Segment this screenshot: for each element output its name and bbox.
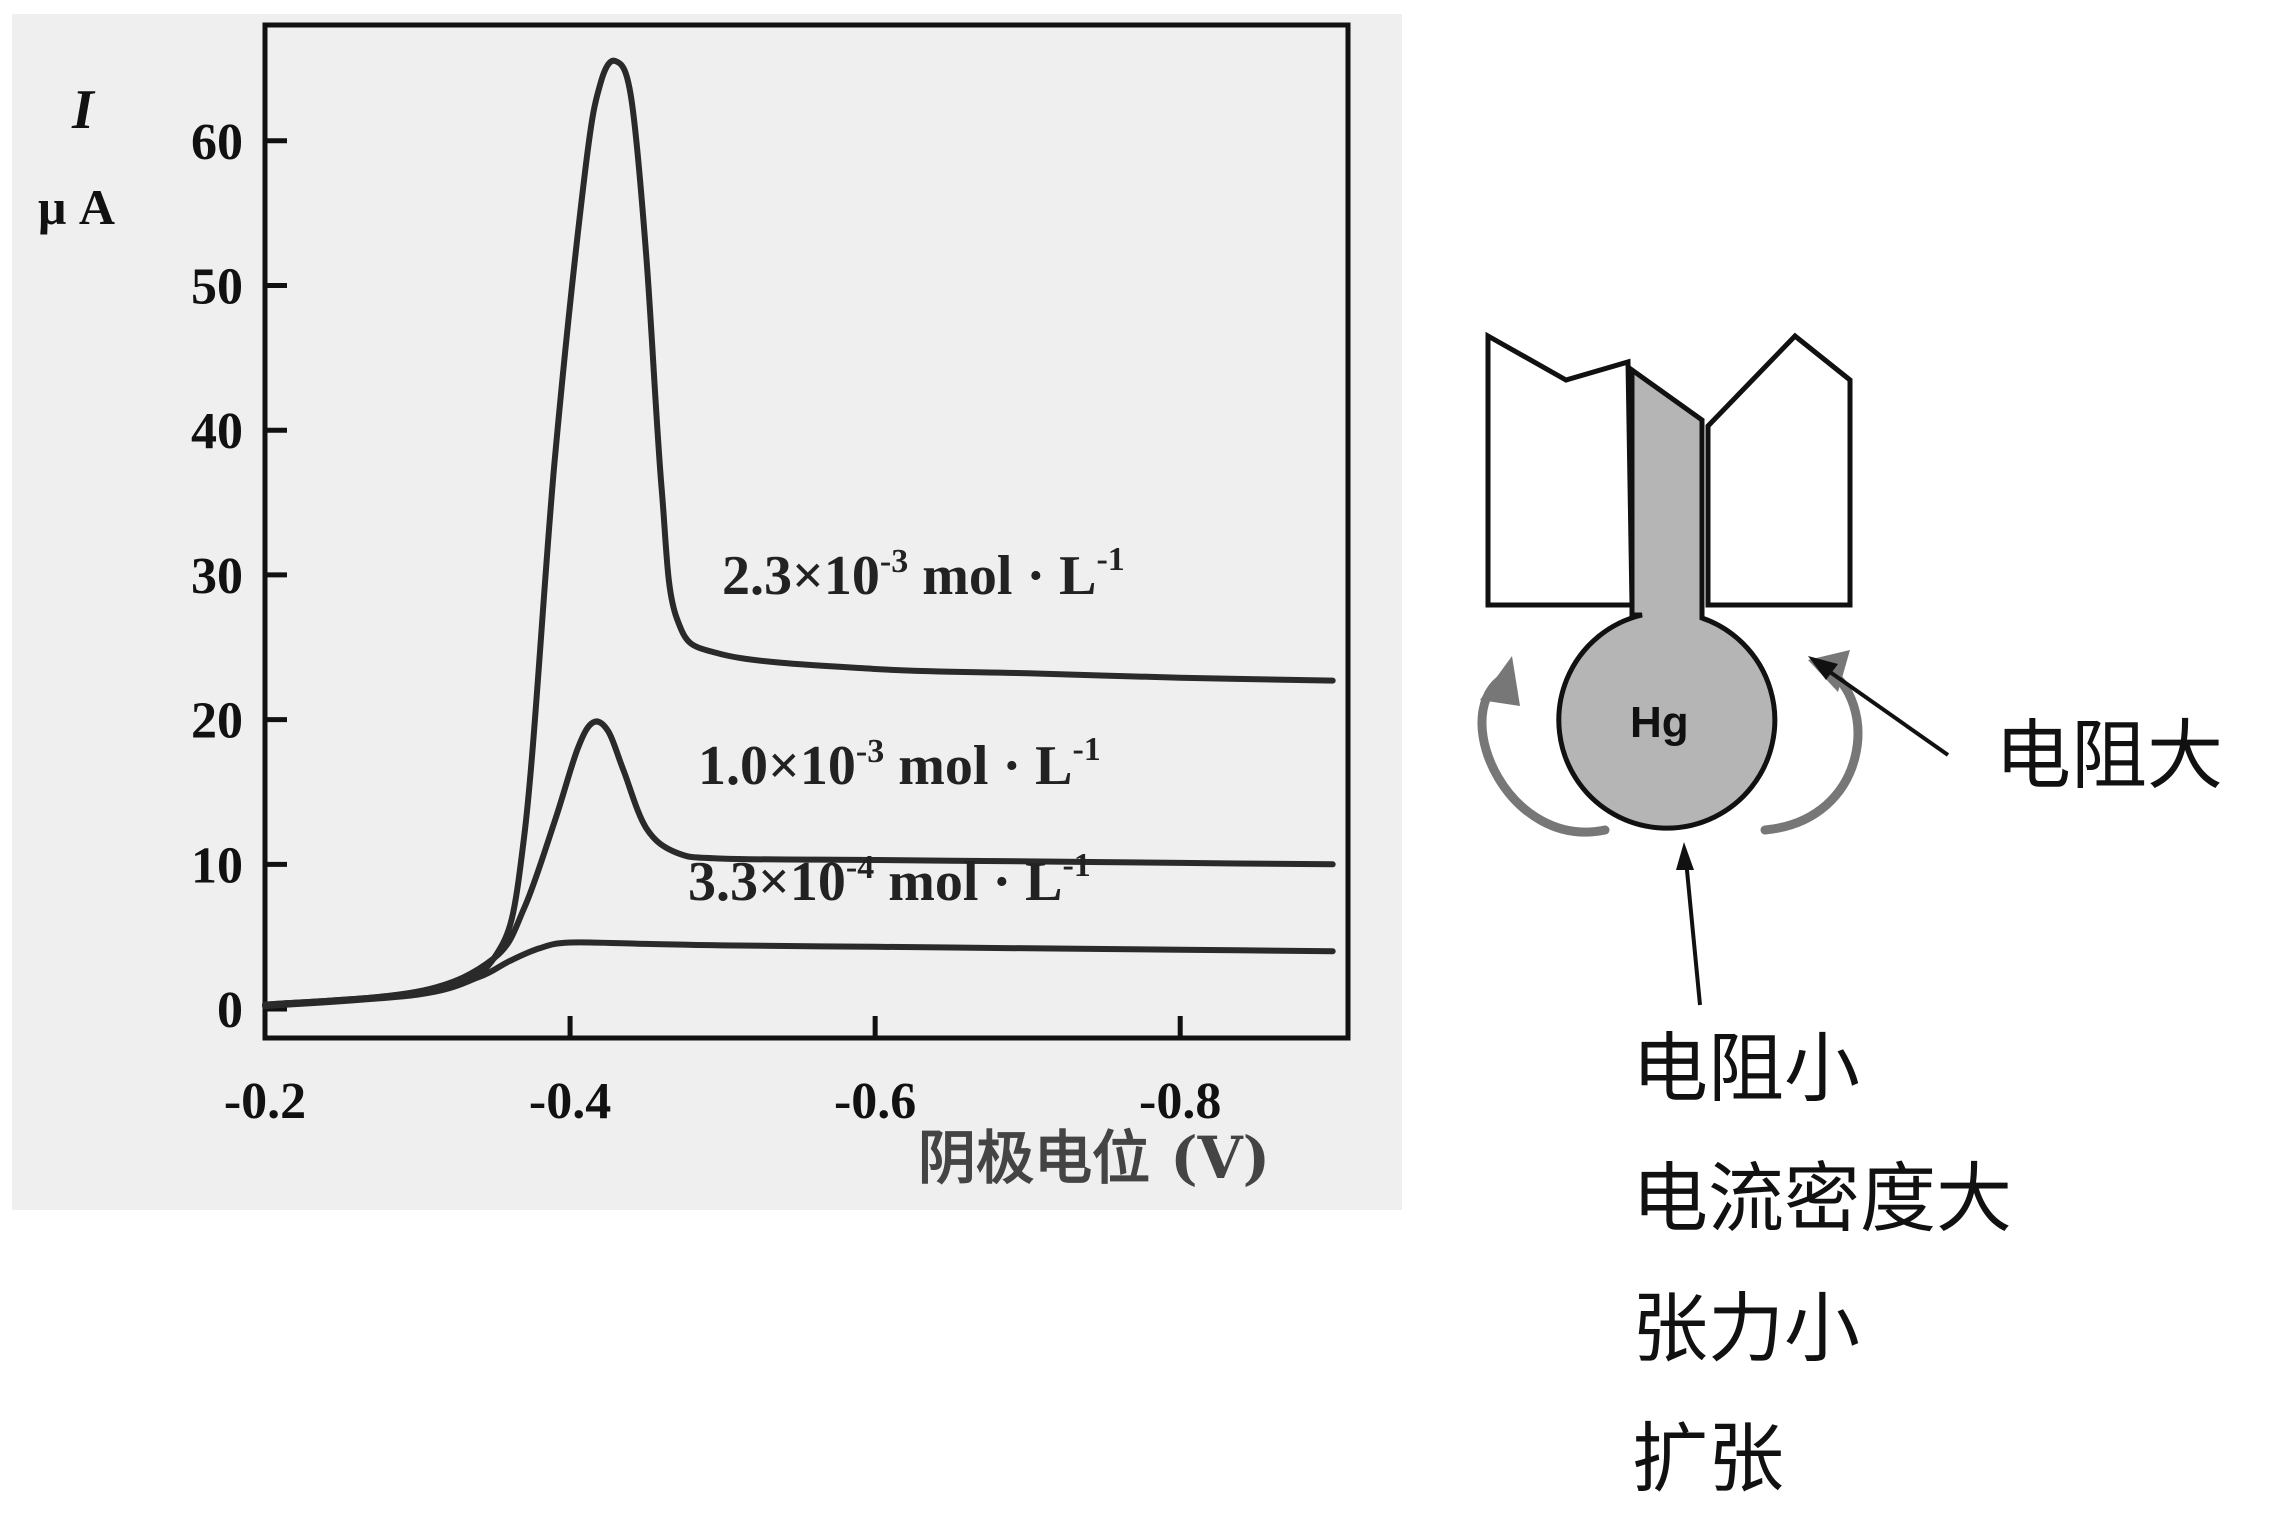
bottom-label-line-2: 电流密度大	[1632, 1154, 2012, 1243]
mercury-electrode-diagram: Hg 电阻大 电阻小 电流密度大 张力小 扩张	[1477, 331, 2223, 1503]
side-pointer-line	[1818, 663, 1950, 757]
y-ticks: 0 10 20 30 40 50 60	[191, 114, 287, 1039]
capillary-right-wall	[1705, 332, 1853, 608]
y-tick-label-4: 40	[191, 403, 243, 460]
curve-label-1: 1.0×10-3 mol · L-1	[698, 731, 1101, 797]
bottom-label-line-3: 张力小	[1632, 1284, 1860, 1373]
bottom-label-line-1: 电阻小	[1632, 1024, 1860, 1113]
y-axis-unit: μ A	[38, 179, 115, 235]
y-axis-variable: I	[71, 79, 96, 141]
x-tick-label-0: -0.2	[224, 1073, 306, 1130]
bottom-label-line-4: 扩张	[1632, 1414, 1784, 1503]
curve-0	[262, 57, 1336, 1008]
curve-1	[262, 718, 1336, 1008]
left-swirl-arrow-head	[1480, 656, 1520, 706]
bottom-pointer-line	[1684, 859, 1702, 1006]
curve-labels: 2.3×10-3 mol · L-1 1.0×10-3 mol · L-1 3.3×…	[688, 541, 1125, 913]
polarogram-chart: 0 10 20 30 40 50 60 -0.2 -0.4 -0.6 -0.8 2.3×10-3 …	[12, 14, 1402, 1210]
right-swirl-arrow	[1760, 663, 1863, 835]
drop-label: Hg	[1630, 698, 1689, 747]
side-pointer-head	[1808, 656, 1838, 680]
curves	[262, 57, 1336, 1010]
curve-2	[262, 939, 1336, 1010]
y-tick-label-1: 10	[191, 837, 243, 894]
y-tick-label-3: 30	[191, 548, 243, 605]
curve-label-2: 3.3×10-4 mol · L-1	[688, 847, 1091, 913]
bottom-pointer-head	[1676, 842, 1694, 870]
x-tick-label-2: -0.6	[834, 1073, 916, 1130]
x-tick-label-3: -0.8	[1139, 1073, 1221, 1130]
x-axis-label: 阴极电位 (V)	[918, 1124, 1270, 1192]
x-tick-label-1: -0.4	[529, 1073, 611, 1130]
curve-label-0: 2.3×10-3 mol · L-1	[722, 541, 1125, 607]
mercury-drop	[1556, 365, 1778, 831]
plot-frame	[262, 22, 1351, 1041]
chart-background	[12, 14, 1402, 1210]
y-tick-label-5: 50	[191, 258, 243, 315]
side-label: 电阻大	[1995, 711, 2223, 800]
capillary-left-wall	[1485, 331, 1635, 608]
y-tick-label-6: 60	[191, 114, 243, 171]
y-tick-label-2: 20	[191, 693, 243, 750]
y-tick-label-0: 0	[217, 982, 243, 1039]
x-ticks: -0.2 -0.4 -0.6 -0.8	[224, 1016, 1221, 1130]
